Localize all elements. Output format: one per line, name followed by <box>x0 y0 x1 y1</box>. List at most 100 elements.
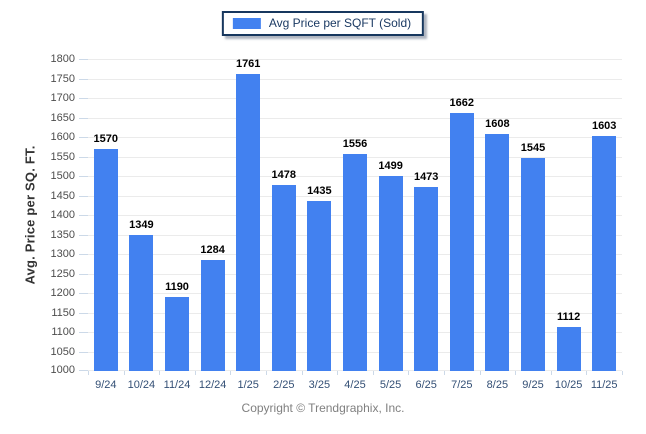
x-tick-mark <box>408 371 409 375</box>
x-tick-mark <box>480 371 481 375</box>
bar-value-label: 1284 <box>200 244 225 256</box>
x-tick-mark <box>337 371 338 375</box>
bar <box>485 134 509 371</box>
x-category-label: 7/25 <box>451 379 473 391</box>
bar-value-label: 1545 <box>520 142 546 154</box>
gridline <box>88 59 622 60</box>
y-tick-label: 1050 <box>50 346 75 358</box>
x-category-label: 1/25 <box>237 379 259 391</box>
y-tick-label: 1650 <box>50 112 75 124</box>
y-tick-label: 1400 <box>50 209 75 221</box>
x-category-label: 9/25 <box>522 379 544 391</box>
bar-value-label: 1478 <box>271 169 297 181</box>
gridline <box>88 137 622 138</box>
x-tick-mark <box>124 371 125 375</box>
y-tick-mark <box>79 352 88 353</box>
y-tick-mark <box>79 118 88 119</box>
bar-value-label: 1608 <box>485 118 510 130</box>
y-tick-label: 1750 <box>50 73 75 85</box>
bar-value-label: 1556 <box>342 138 368 150</box>
bar-value-label: 1473 <box>413 171 439 183</box>
bar <box>272 185 296 371</box>
y-tick-label: 1550 <box>50 151 75 163</box>
bar-value-label: 1570 <box>93 133 119 145</box>
y-tick-mark <box>79 196 88 197</box>
y-tick-mark <box>79 313 88 314</box>
bar-value-label: 1349 <box>129 219 154 231</box>
bar <box>236 74 260 371</box>
x-tick-mark <box>515 371 516 375</box>
x-tick-mark <box>586 371 587 375</box>
bar <box>521 158 545 371</box>
y-tick-label: 1300 <box>50 248 75 260</box>
y-tick-label: 1000 <box>50 364 75 376</box>
x-category-label: 11/25 <box>590 379 618 391</box>
y-tick-label: 1500 <box>50 170 75 182</box>
x-category-label: 10/24 <box>127 379 156 391</box>
y-tick-mark <box>79 215 88 216</box>
y-tick-label: 1350 <box>50 229 75 241</box>
y-tick-mark <box>79 176 88 177</box>
bar-value-label: 1761 <box>235 58 261 70</box>
y-tick-label: 1250 <box>50 268 75 280</box>
gridline <box>88 98 622 99</box>
bar <box>379 176 403 371</box>
legend: Avg Price per SQFT (Sold) <box>221 11 425 36</box>
x-category-label: 9/24 <box>95 379 117 391</box>
bar-value-label: 1499 <box>378 160 403 172</box>
gridline <box>88 79 622 80</box>
x-category-label: 12/24 <box>198 379 227 391</box>
y-tick-label: 1150 <box>51 307 75 319</box>
bar <box>557 327 581 371</box>
bar <box>94 149 118 371</box>
y-tick-mark <box>79 79 88 80</box>
y-tick-mark <box>79 254 88 255</box>
x-category-label: 10/25 <box>554 379 583 391</box>
bar <box>129 235 153 371</box>
y-tick-label: 1700 <box>50 92 75 104</box>
bar-value-label: 1662 <box>449 97 475 109</box>
x-category-label: 2/25 <box>273 379 295 391</box>
y-tick-mark <box>79 98 88 99</box>
bar <box>450 113 474 371</box>
gridline <box>88 118 622 119</box>
y-tick-label: 1600 <box>50 131 75 143</box>
x-tick-mark <box>302 371 303 375</box>
x-tick-mark <box>373 371 374 375</box>
y-tick-mark <box>79 137 88 138</box>
bar <box>592 136 616 371</box>
x-tick-mark <box>266 371 267 375</box>
x-tick-mark <box>551 371 552 375</box>
x-category-label: 6/25 <box>415 379 437 391</box>
x-category-label: 3/25 <box>308 379 331 391</box>
bar <box>414 187 438 371</box>
y-tick-mark <box>79 332 88 333</box>
bar <box>201 260 225 371</box>
x-tick-mark <box>622 371 623 375</box>
x-category-label: 11/24 <box>163 379 191 391</box>
x-tick-mark <box>159 371 160 375</box>
bar <box>307 201 331 371</box>
bar-value-label: 1603 <box>591 120 617 132</box>
y-tick-mark <box>79 59 88 60</box>
y-tick-mark <box>79 274 88 275</box>
y-tick-label: 1450 <box>50 190 75 202</box>
bar-value-label: 1435 <box>307 185 332 197</box>
y-tick-mark <box>79 293 88 294</box>
y-tick-label: 1200 <box>50 287 75 299</box>
legend-swatch-icon <box>232 17 261 29</box>
y-tick-label: 1800 <box>50 53 75 65</box>
x-tick-mark <box>195 371 196 375</box>
x-tick-mark <box>88 371 89 375</box>
y-tick-mark <box>79 370 88 371</box>
x-category-label: 4/25 <box>344 379 366 391</box>
bar <box>343 154 367 371</box>
legend-label: Avg Price per SQFT (Sold) <box>268 16 412 30</box>
bar-value-label: 1112 <box>556 311 581 323</box>
copyright-text: Copyright © Trendgraphix, Inc. <box>241 401 405 415</box>
y-tick-mark <box>79 157 88 158</box>
plot-area: 1000 1050 1100 1150 1200 1250 1300 1350 1400 1450… <box>51 53 623 391</box>
x-category-label: 8/25 <box>486 379 509 391</box>
x-tick-mark <box>230 371 231 375</box>
